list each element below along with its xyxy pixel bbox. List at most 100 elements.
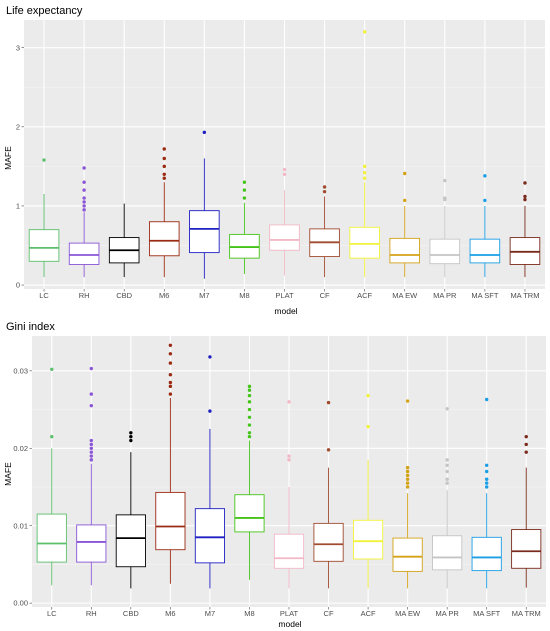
x-axis-label: model [274, 306, 297, 316]
box-iqr [511, 529, 542, 569]
box-plat [269, 167, 300, 276]
outlier-point [82, 196, 86, 200]
outlier-point [322, 189, 327, 194]
outlier-point [445, 481, 449, 485]
outlier-point [445, 477, 449, 481]
outlier-point [282, 172, 287, 176]
box-m7 [194, 355, 226, 589]
outlier-point [242, 188, 247, 192]
x-tick-label: MA TRM [510, 291, 539, 300]
box-rh [76, 366, 107, 586]
outlier-point [523, 194, 527, 199]
outlier-point [405, 465, 410, 470]
outlier-point [162, 147, 166, 151]
outlier-point [162, 164, 166, 169]
box-ma-trm [509, 181, 541, 278]
outlier-point [484, 481, 489, 485]
x-tick-label: M7 [199, 291, 209, 300]
outlier-point [42, 158, 46, 162]
outlier-point [483, 174, 487, 178]
box-iqr [269, 224, 300, 251]
box-iqr [155, 491, 186, 551]
outlier-point [247, 393, 252, 398]
box-ma-ew [392, 399, 423, 589]
x-tick-label: PLAT [275, 291, 294, 300]
box-ma-pr [429, 178, 461, 278]
outlier-point [208, 355, 212, 359]
chart-title: Life expectancy [6, 5, 83, 17]
outlier-point [445, 407, 449, 411]
outlier-point [89, 392, 94, 396]
box-iqr [349, 226, 380, 259]
box-iqr [28, 229, 60, 262]
x-tick-label: LC [39, 291, 49, 300]
box-ma-trm [511, 434, 542, 588]
box-cf [313, 400, 344, 589]
box-iqr [76, 524, 107, 563]
outlier-point [405, 399, 410, 403]
outlier-point [168, 373, 173, 377]
outlier-point [524, 434, 528, 439]
outlier-point [445, 463, 449, 468]
outlier-point [247, 434, 252, 439]
outlier-point [242, 180, 247, 184]
outlier-point [405, 481, 410, 485]
outlier-point [405, 469, 410, 474]
box-iqr [68, 242, 100, 265]
y-tick-label: 1 [16, 202, 20, 211]
outlier-point [247, 415, 252, 419]
outlier-point [50, 434, 54, 439]
y-tick-label: 2 [16, 122, 20, 131]
chart-title: Gini index [6, 321, 55, 333]
outlier-point [445, 458, 449, 462]
outlier-point [366, 393, 370, 398]
outlier-point [523, 197, 527, 202]
outlier-point [524, 450, 528, 454]
outlier-point [82, 166, 86, 170]
outlier-point [326, 400, 331, 405]
box-plat [273, 400, 305, 589]
outlier-point [89, 446, 94, 450]
box-iqr [389, 237, 421, 264]
box-cbd [108, 203, 140, 278]
outlier-point [82, 188, 86, 192]
box-lc [28, 158, 60, 278]
box-iqr [36, 513, 67, 563]
outlier-point [82, 204, 86, 208]
y-tick-label: 0.03 [13, 366, 28, 375]
box-iqr [273, 533, 305, 569]
outlier-point [287, 400, 291, 404]
outlier-point [366, 424, 370, 429]
outlier-point [247, 388, 252, 392]
outlier-point [82, 208, 86, 212]
plot-area [24, 20, 545, 289]
outlier-point [362, 164, 367, 169]
outlier-point [247, 431, 252, 435]
outlier-point [484, 477, 489, 481]
x-tick-label: CBD [116, 291, 132, 300]
box-m6 [155, 343, 186, 584]
outlier-point [89, 438, 94, 443]
outlier-point [89, 458, 94, 462]
outlier-point [168, 343, 173, 347]
outlier-point [523, 181, 527, 185]
x-tick-label: CBD [123, 609, 139, 618]
outlier-point [282, 167, 287, 172]
outlier-point [129, 431, 133, 435]
box-m7 [189, 130, 220, 279]
x-tick-label: M6 [159, 291, 169, 300]
outlier-point [89, 366, 94, 371]
outlier-point [247, 407, 252, 412]
outlier-point [362, 30, 367, 34]
outlier-point [362, 170, 367, 175]
outlier-point [168, 392, 173, 396]
box-lc [36, 367, 67, 586]
x-tick-label: RH [79, 291, 90, 300]
outlier-point [484, 485, 489, 489]
outlier-point [483, 198, 487, 203]
outlier-point [162, 156, 166, 161]
outlier-point [247, 423, 252, 427]
x-tick-label: CF [320, 291, 330, 300]
outlier-point [247, 384, 252, 389]
box-iqr [189, 210, 220, 254]
